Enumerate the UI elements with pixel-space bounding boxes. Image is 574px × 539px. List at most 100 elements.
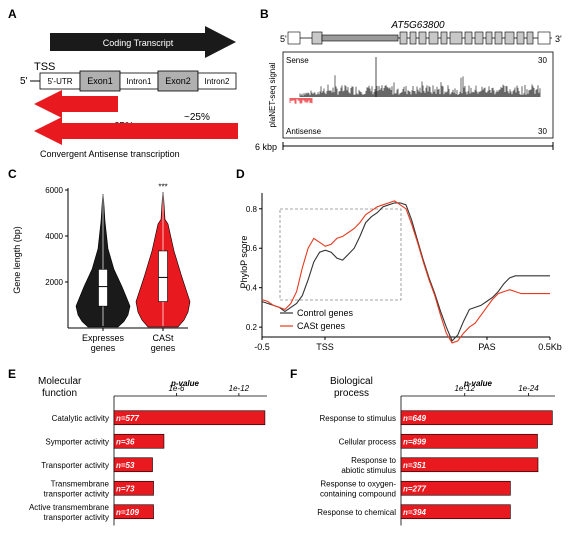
c-category-label: Expresses: [82, 333, 125, 343]
f-bar-3: [400, 480, 511, 496]
e-category-label: transporter activity: [44, 513, 109, 522]
exon2-label: Exon2: [165, 76, 191, 86]
panel-e-letter: E: [8, 367, 16, 381]
panel-f-letter: F: [290, 367, 297, 381]
e-bar-1: [113, 433, 165, 449]
utr-label: 5'-UTR: [47, 77, 72, 86]
c-category-label: genes: [91, 343, 116, 353]
c-category-label: CASt: [152, 333, 174, 343]
e-tick-label: 1e-6: [168, 384, 185, 393]
panel-d-letter: D: [236, 167, 245, 181]
f-bar-count-2: n=351: [403, 461, 426, 470]
d-series-line-0: [261, 202, 550, 342]
antisense-arrow-long: [34, 117, 238, 145]
d-highlight-box: [279, 208, 402, 301]
f-bar-0: [400, 410, 553, 426]
sense-signal-bars: [299, 75, 541, 97]
e-bar-4: [113, 504, 154, 520]
f-category-label: containing compound: [320, 489, 396, 498]
d-y-tick-label: 0.4: [246, 284, 258, 293]
e-bar-count-2: n=53: [116, 461, 135, 470]
antisense-caption: Convergent Antisense transcription: [40, 149, 180, 159]
panel-f: F Biological process p-value 1e-12 1e-24 n…: [290, 367, 555, 526]
f-bar-count-0: n=649: [403, 414, 426, 423]
gene-five-prime-label: 5': [20, 76, 28, 87]
antisense-signal-bars: [289, 98, 313, 104]
f-bar-1: [400, 433, 538, 449]
f-category-label: Response to stimulus: [320, 414, 396, 423]
panel-e-title-line1: Molecular: [38, 376, 82, 387]
violin-box-0: [98, 269, 108, 307]
panel-d: D PhyloP score 0.2 0.4 0.6 0.8 -0.5 TSS PAS 0.5…: [236, 167, 562, 352]
e-category-label: Catalytic activity: [52, 414, 109, 423]
panel-f-title-line2: process: [334, 388, 369, 399]
e-bar-2: [113, 457, 153, 473]
f-category-label: abiotic stimulus: [341, 466, 396, 475]
d-y-tick-label: 0.2: [246, 323, 258, 332]
intron2-label: Intron2: [205, 77, 230, 86]
sense-max-label: 30: [538, 56, 547, 65]
go-molecular-function-bars: 1e-6 1e-12 n=577 Catalytic activity n=36 Symp…: [29, 384, 267, 526]
c-category-label: genes: [151, 343, 176, 353]
e-bar-0: [113, 410, 266, 426]
sense-signal-track: [299, 57, 541, 97]
e-bar-count-1: n=36: [116, 437, 135, 446]
panel-b: B AT5G63800 5' 3' Sense 30: [255, 7, 562, 152]
panel-c-letter: C: [8, 167, 17, 181]
d-x-tick-label: TSS: [316, 342, 334, 352]
legend-cast-label: CASt genes: [297, 321, 346, 331]
c-significance: ***: [158, 182, 167, 191]
exon1-label: Exon1: [87, 76, 113, 86]
f-category-label: Response to chemical: [317, 508, 396, 517]
panel-a: A Coding Transcript TSS 5' 5'-UTR Exon1 …: [8, 7, 238, 159]
antisense-max-label: 30: [538, 127, 547, 136]
antisense-label: Antisense: [286, 127, 322, 136]
f-bar-2: [400, 457, 539, 473]
e-category-label: Transmembrane: [51, 479, 110, 488]
panel-d-legend: Control genes CASt genes: [280, 308, 354, 331]
intron2-box: [197, 72, 237, 90]
d-x-tick-label: 0.5Kb: [538, 342, 562, 352]
tss-label: TSS: [34, 61, 55, 73]
c-y-tick-label: 6000: [45, 186, 63, 195]
panel-b-letter: B: [260, 7, 269, 21]
panel-f-title-line1: Biological: [330, 376, 373, 387]
panel-e-title-line2: function: [42, 388, 77, 399]
panel-e: E Molecular function p-value 1e-6 1e-12 n=…: [8, 367, 267, 526]
coding-transcript-label: Coding Transcript: [103, 38, 174, 48]
phylop-line-chart: 0.2 0.4 0.6 0.8 -0.5 TSS PAS 0.5Kb: [246, 193, 562, 352]
antisense-arrow-short: [34, 90, 118, 118]
d-x-tick-label: PAS: [478, 342, 495, 352]
panel-a-letter: A: [8, 7, 17, 21]
f-category-label: Response to: [351, 456, 396, 465]
intron1-label: Intron1: [127, 77, 152, 86]
f-bar-4: [400, 504, 511, 520]
e-bar-3: [113, 480, 154, 496]
legend-control-label: Control genes: [297, 308, 354, 318]
c-y-tick-label: 2000: [45, 278, 63, 287]
d-series-line-1: [261, 200, 550, 344]
e-category-label: Active transmembrane: [29, 503, 110, 512]
f-category-label: Cellular process: [339, 437, 396, 446]
d-x-tick-label: -0.5: [254, 342, 270, 352]
gene-model: [287, 31, 552, 45]
antisense-long-percent: ~25%: [184, 112, 210, 123]
e-bar-count-0: n=577: [116, 414, 139, 423]
gene-model-three-prime: 3': [555, 34, 562, 44]
e-tick-label: 1e-12: [229, 384, 250, 393]
scale-label: 6 kbp: [255, 142, 277, 152]
c-y-tick-label: 4000: [45, 232, 63, 241]
e-category-label: Symporter activity: [45, 437, 109, 446]
panel-d-ylabel: PhyloP score: [239, 236, 249, 289]
f-tick-label: 1e-12: [454, 384, 475, 393]
f-tick-label: 1e-24: [518, 384, 539, 393]
panel-c: C Gene length (bp) 2000 4000 6000 Expresses…: [8, 167, 191, 353]
e-category-label: Transporter activity: [41, 461, 109, 470]
e-bar-count-4: n=109: [116, 508, 139, 517]
d-y-tick-label: 0.8: [246, 205, 258, 214]
sense-label: Sense: [286, 56, 309, 65]
panel-c-ylabel: Gene length (bp): [12, 226, 22, 294]
d-y-tick-label: 0.6: [246, 244, 258, 253]
